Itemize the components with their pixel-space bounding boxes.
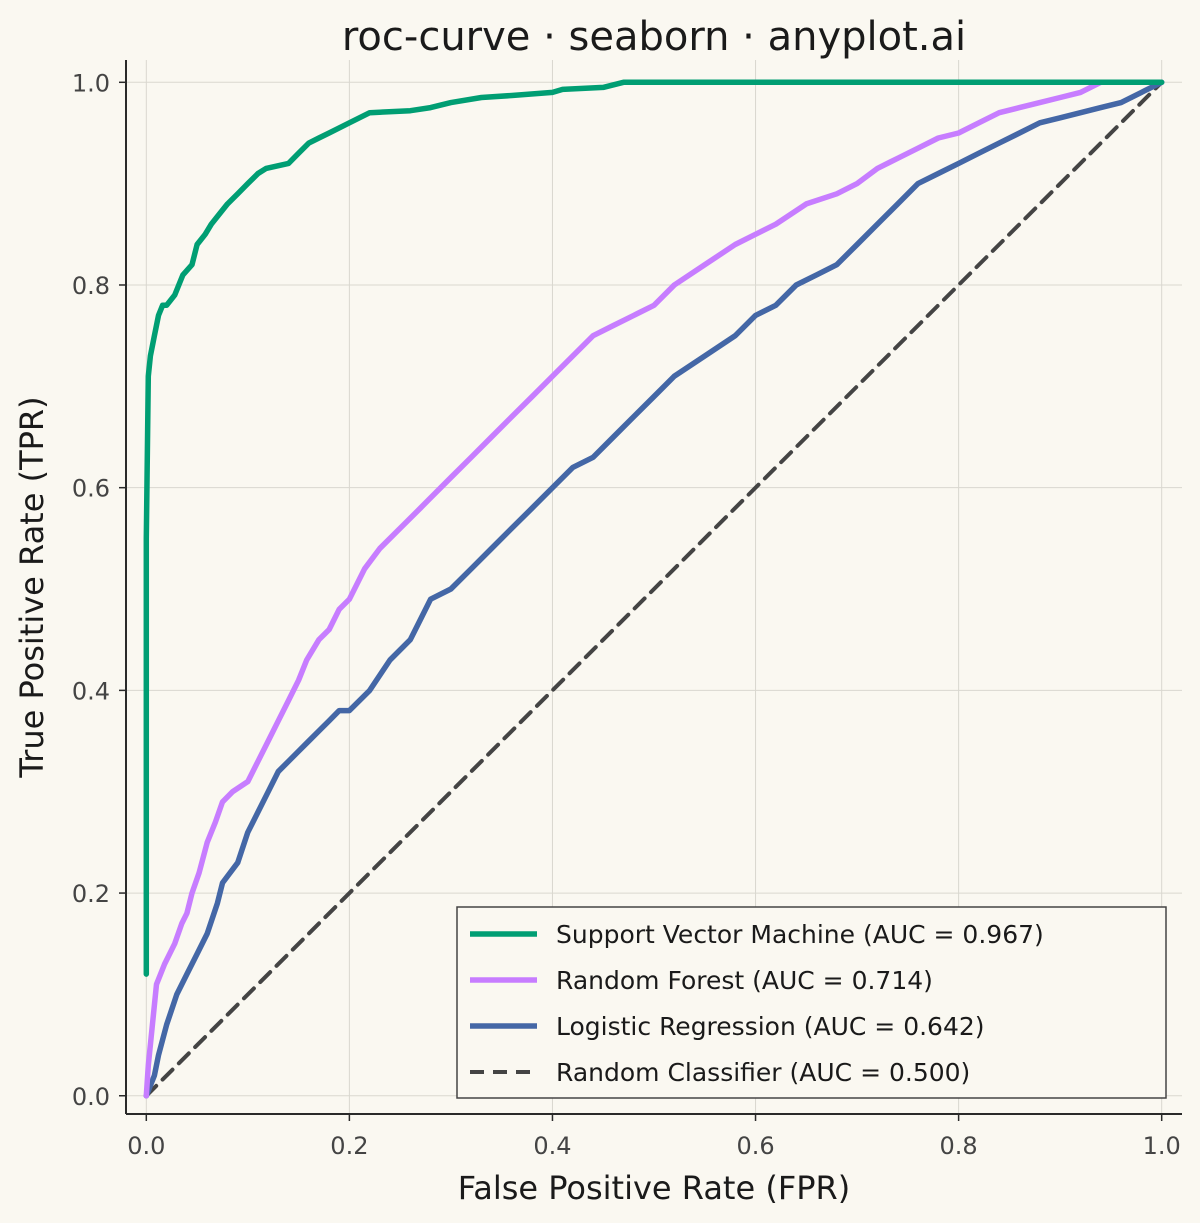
series-line-3	[144, 80, 1164, 1098]
x-axis-label: False Positive Rate (FPR)	[458, 1169, 850, 1207]
legend-label-2: Logistic Regression (AUC = 0.642)	[556, 1012, 985, 1041]
x-tick-label: 1.0	[1143, 1132, 1181, 1160]
x-tick-label: 0.6	[736, 1132, 774, 1160]
y-tick-label: 0.4	[72, 677, 110, 705]
series-lines	[143, 79, 1165, 1099]
series-line-1	[143, 79, 1165, 1099]
legend-label-3: Random Classifier (AUC = 0.500)	[556, 1058, 970, 1087]
legend-label-0: Support Vector Machine (AUC = 0.967)	[556, 920, 1044, 949]
x-tick-label: 0.8	[940, 1132, 978, 1160]
series-line-0	[143, 79, 1165, 977]
grid	[126, 60, 1182, 1114]
y-axis-label: True Positive Rate (TPR)	[13, 396, 51, 778]
x-tick-label: 0.2	[330, 1132, 368, 1160]
axis-ticks: 0.0 0.2 0.4 0.6 0.8 1.0 0.0 0.2 0.4 0.6 0.8 1.0	[72, 69, 1181, 1160]
x-tick-label: 0.0	[127, 1132, 165, 1160]
legend-label-1: Random Forest (AUC = 0.714)	[556, 966, 933, 995]
y-tick-label: 0.8	[72, 272, 110, 300]
y-tick-label: 0.2	[72, 880, 110, 908]
y-tick-label: 0.6	[72, 475, 110, 503]
chart-title: roc-curve · seaborn · anyplot.ai	[342, 14, 966, 60]
series-line-2	[143, 79, 1165, 1099]
legend-box	[456, 906, 1167, 1099]
x-tick-label: 0.4	[533, 1132, 571, 1160]
y-tick-label: 0.0	[72, 1083, 110, 1111]
y-tick-label: 1.0	[72, 69, 110, 97]
legend: Support Vector Machine (AUC = 0.967) Rand…	[456, 906, 1167, 1099]
